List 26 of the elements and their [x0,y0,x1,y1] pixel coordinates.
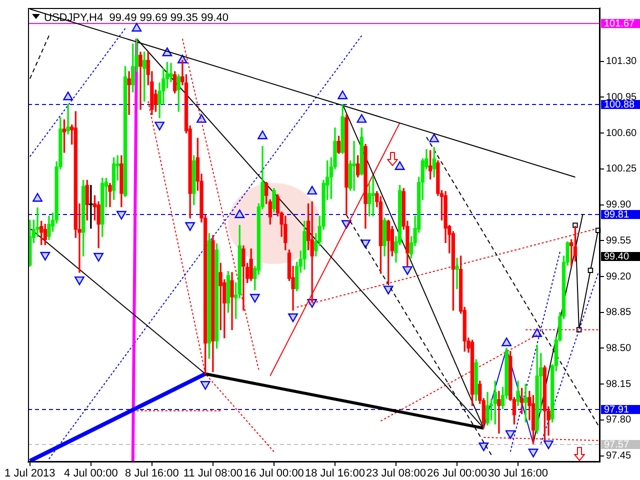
ref-line-label: 101.67 [604,18,636,30]
x-tick-label: 4 Jul 00:00 [64,468,118,480]
x-tick-label: 18 Jul 16:00 [305,468,365,480]
y-tick-label: 98.85 [606,307,632,318]
x-tick-label: 26 Jul 00:00 [427,468,487,480]
ref-line-label: 99.81 [604,209,630,220]
y-tick-label: 98.50 [606,342,632,354]
x-tick-label: 23 Jul 08:00 [366,468,426,480]
y-tick-label: 99.90 [606,200,632,211]
x-tick-label: 16 Jul 00:00 [244,468,304,480]
x-tick-label: 11 Jul 08:00 [183,468,243,480]
x-tick-label: 8 Jul 16:00 [125,468,179,480]
text: 99.40 [604,251,630,262]
y-tick-label: 97.45 [606,450,632,462]
x-tick-label: 30 Jul 16:00 [488,468,548,480]
ref-line-label: 97.91 [604,404,630,416]
ref-line-label: 97.57 [604,439,630,450]
y-tick-label: 99.20 [606,271,632,282]
y-tick-label: 98.15 [606,378,632,390]
y-tick-label: 101.30 [606,56,638,68]
y-tick-label: 100.60 [606,128,638,139]
y-tick-label: 99.55 [606,235,632,246]
x-tick-label: 1 Jul 2013 [4,468,56,480]
y-tick-label: 97.80 [606,414,632,426]
y-tick-label: 100.25 [606,164,638,175]
ref-line-label: 100.88 [604,99,636,110]
